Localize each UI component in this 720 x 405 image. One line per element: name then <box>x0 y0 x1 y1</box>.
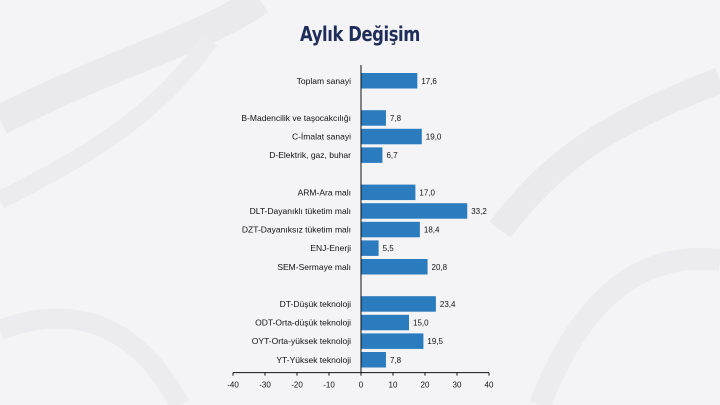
bar <box>361 240 379 256</box>
category-label: Toplam sanayi <box>297 76 351 86</box>
category-label: D-Elektrik, gaz, buhar <box>269 150 351 160</box>
value-label: 17,6 <box>421 77 437 86</box>
category-label: SEM-Sermaye malı <box>277 262 351 272</box>
x-tick-label: 10 <box>389 381 398 390</box>
category-label: DT-Düşük teknoloji <box>280 299 351 309</box>
x-tick-label: -30 <box>259 381 271 390</box>
x-tick-label: 40 <box>485 381 494 390</box>
value-label: 6,7 <box>386 151 398 160</box>
value-label: 23,4 <box>440 300 456 309</box>
value-label: 18,4 <box>424 226 440 235</box>
bar <box>361 296 436 312</box>
x-tick-label: -20 <box>291 381 303 390</box>
category-label: B-Madencilik ve taşocakcılığı <box>241 113 351 123</box>
bar <box>361 314 409 331</box>
value-label: 5,5 <box>383 244 395 253</box>
bar <box>361 110 386 126</box>
value-label: 33,2 <box>471 207 487 216</box>
bar <box>361 259 428 275</box>
bar <box>361 128 422 145</box>
category-label: DLT-Dayanıklı tüketim malı <box>250 206 351 216</box>
bar <box>361 147 383 163</box>
x-tick-label: 20 <box>421 381 430 390</box>
category-label: C-İmalat sanayi <box>292 132 351 142</box>
bar <box>361 333 424 349</box>
bar <box>361 203 468 219</box>
value-label: 17,0 <box>419 188 435 197</box>
x-tick-label: 30 <box>453 381 462 390</box>
bar <box>361 73 418 89</box>
value-label: 7,8 <box>390 356 402 365</box>
value-label: 19,5 <box>427 337 443 346</box>
category-label: ODT-Orta-düşük teknoloji <box>255 318 351 328</box>
x-tick-label: 0 <box>359 381 364 390</box>
category-label: YT-Yüksek teknoloji <box>276 355 351 365</box>
value-label: 19,0 <box>426 133 442 142</box>
x-tick-label: -40 <box>227 381 239 390</box>
bar <box>361 221 420 238</box>
chart-title: Aylık Değişim <box>300 22 420 46</box>
category-label: ENJ-Enerji <box>310 243 351 253</box>
value-label: 20,8 <box>432 263 448 272</box>
category-label: OYT-Orta-yüksek teknoloji <box>252 336 351 346</box>
x-tick-label: -10 <box>323 381 335 390</box>
category-label: DZT-Dayanıksız tüketim malı <box>242 225 351 235</box>
bar <box>361 352 386 368</box>
value-label: 7,8 <box>390 114 402 123</box>
value-label: 15,0 <box>413 319 429 328</box>
category-label: ARM-Ara malı <box>298 187 351 197</box>
bar <box>361 184 416 201</box>
